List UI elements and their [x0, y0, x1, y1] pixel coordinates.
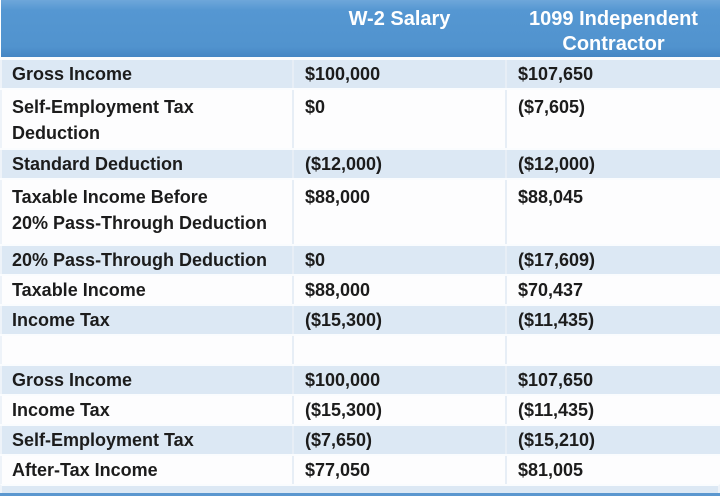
row-label: Standard Deduction — [0, 148, 294, 180]
table-row-taxable-income: Taxable Income $88,000 $70,437 — [0, 274, 720, 306]
row-label: Gross Income — [0, 364, 294, 396]
contractor-value: ($7,605) — [506, 88, 720, 150]
table-row-income-tax-2: Income Tax ($15,300) ($11,435) — [0, 394, 720, 426]
header-row: W-2 Salary 1099 Independent Contractor — [1, 0, 720, 60]
contractor-value: ($15,210) — [506, 424, 720, 456]
cutoff-row-strip — [0, 484, 720, 493]
table-row-gross-income-2: Gross Income $100,000 $107,650 — [0, 364, 720, 396]
contractor-value: $88,045 — [506, 178, 720, 246]
row-label: Self-Employment Tax Deduction — [0, 88, 294, 150]
comparison-table: W-2 Salary 1099 Independent Contractor G… — [0, 0, 720, 486]
table-row-standard-deduction: Standard Deduction ($12,000) ($12,000) — [0, 148, 720, 180]
row-label — [0, 334, 294, 366]
table-row-pass-through-deduction: 20% Pass-Through Deduction $0 ($17,609) — [0, 244, 720, 276]
table-row-se-tax-deduction: Self-Employment Tax Deduction $0 ($7,605… — [0, 88, 720, 150]
row-label: Self-Employment Tax — [0, 424, 294, 456]
contractor-value: ($12,000) — [506, 148, 720, 180]
row-label: Taxable Income — [0, 274, 294, 306]
column-header-1099-contractor: 1099 Independent Contractor — [506, 0, 720, 60]
table-row-after-tax-income: After-Tax Income $77,050 $81,005 — [0, 454, 720, 486]
contractor-value: $107,650 — [506, 364, 720, 396]
w2-value: ($7,650) — [293, 424, 507, 456]
table-row-self-employment-tax: Self-Employment Tax ($7,650) ($15,210) — [0, 424, 720, 456]
row-label: Income Tax — [0, 394, 294, 426]
contractor-value — [506, 334, 720, 366]
column-header-blank — [1, 0, 293, 60]
row-label: Income Tax — [0, 304, 294, 336]
row-label: 20% Pass-Through Deduction — [0, 244, 294, 276]
w2-value: $77,050 — [293, 454, 507, 486]
contractor-value: ($11,435) — [506, 394, 720, 426]
w2-value: ($12,000) — [293, 148, 507, 180]
w2-value: $88,000 — [293, 274, 507, 306]
contractor-value: $70,437 — [506, 274, 720, 306]
contractor-value: ($11,435) — [506, 304, 720, 336]
contractor-value: $107,650 — [506, 58, 720, 90]
table-row-income-tax: Income Tax ($15,300) ($11,435) — [0, 304, 720, 336]
w2-value: $88,000 — [293, 178, 507, 246]
table-row-blank-spacer — [0, 334, 720, 366]
row-label: Gross Income — [0, 58, 294, 90]
contractor-value: ($17,609) — [506, 244, 720, 276]
row-label: Taxable Income Before 20% Pass-Through D… — [0, 178, 294, 246]
w2-value — [293, 334, 507, 366]
w2-value: $100,000 — [293, 58, 507, 90]
row-label: After-Tax Income — [0, 454, 294, 486]
w2-value: ($15,300) — [293, 394, 507, 426]
w2-value: $100,000 — [293, 364, 507, 396]
table-row-gross-income: Gross Income $100,000 $107,650 — [0, 58, 720, 90]
w2-value: ($15,300) — [293, 304, 507, 336]
w2-value: $0 — [293, 244, 507, 276]
table-row-taxable-income-before: Taxable Income Before 20% Pass-Through D… — [0, 178, 720, 246]
contractor-value: $81,005 — [506, 454, 720, 486]
bottom-blue-bar — [0, 493, 720, 496]
column-header-w2-salary: W-2 Salary — [293, 0, 506, 60]
w2-value: $0 — [293, 88, 507, 150]
